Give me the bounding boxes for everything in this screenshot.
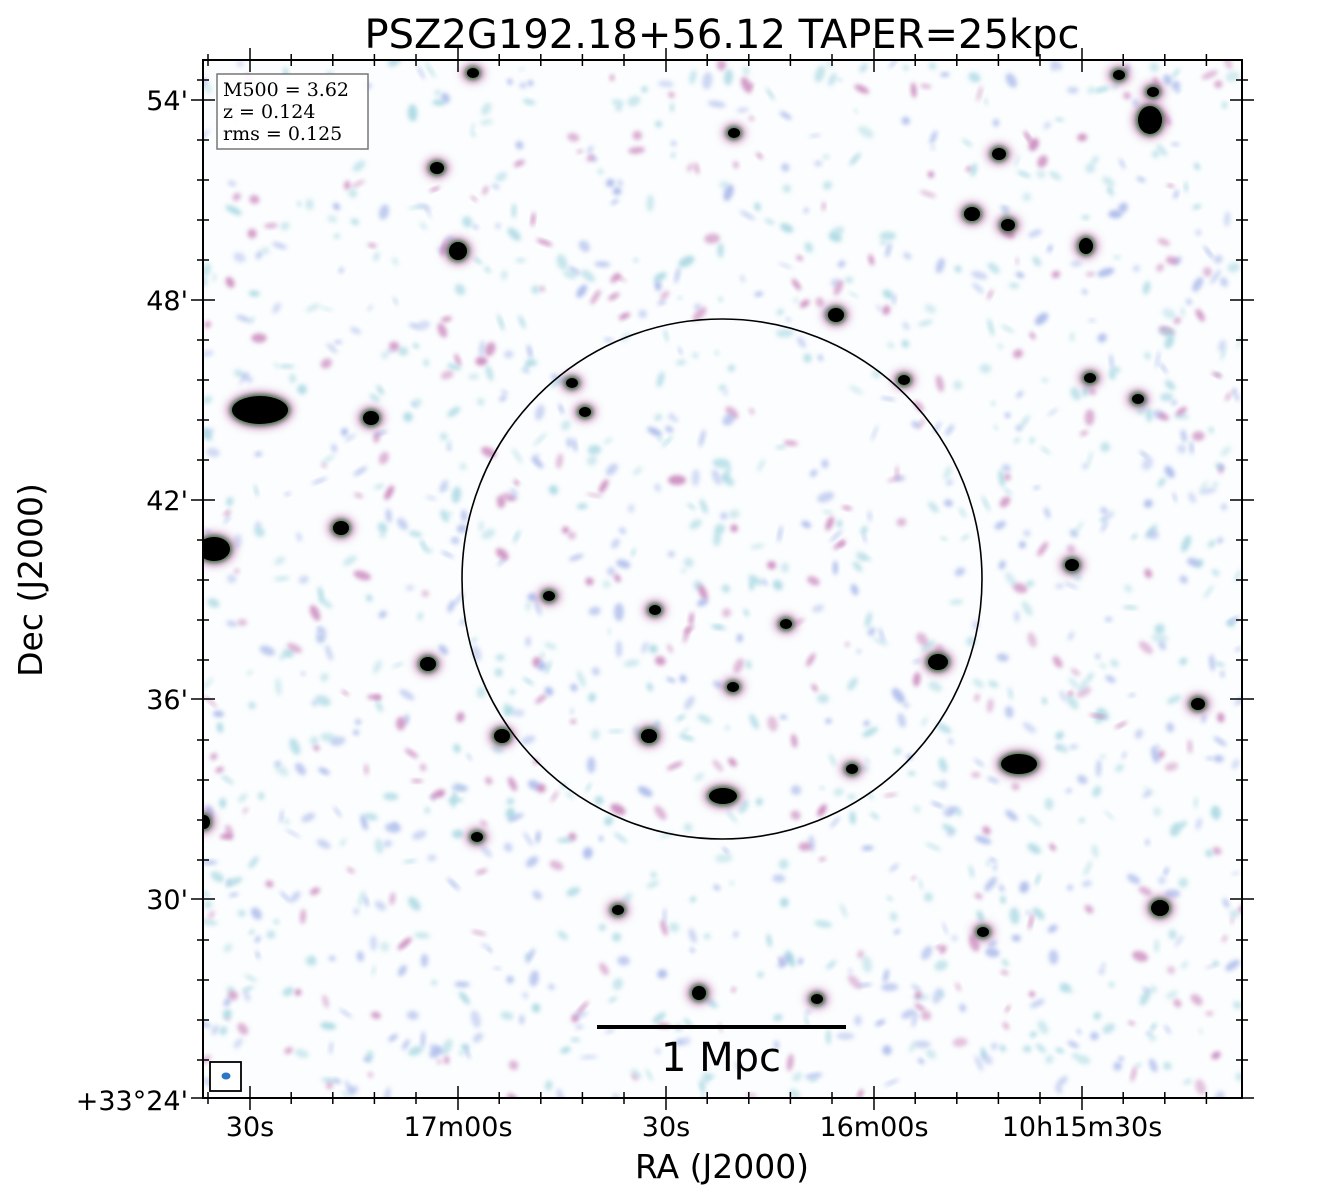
- x-tick-label: 30s: [642, 1112, 690, 1143]
- y-tick-label: 54': [146, 86, 188, 117]
- x-tick-label: 30s: [226, 1112, 274, 1143]
- y-tick-label: 30': [146, 885, 188, 916]
- y-tick-labels: 54' 48' 42' 36' 30' +33°24': [76, 86, 188, 1117]
- beam-indicator: [209, 1061, 242, 1092]
- radio-sources: [203, 63, 1211, 1009]
- info-redshift: z = 0.124: [223, 101, 315, 123]
- y-tick-label: 48': [146, 286, 188, 317]
- scale-bar-label: 1 Mpc: [661, 1035, 781, 1081]
- x-tick-label: 17m00s: [403, 1112, 512, 1143]
- x-tick-labels: 30s 17m00s 30s 16m00s 10h15m30s: [226, 1112, 1163, 1143]
- axis-ticks: [191, 48, 1254, 1110]
- scale-bar: 1 Mpc: [597, 1025, 846, 1081]
- info-box: M500 = 3.62 z = 0.124 rms = 0.125: [216, 73, 369, 150]
- x-tick-label: 16m00s: [819, 1112, 928, 1143]
- plot-title: PSZ2G192.18+56.12 TAPER=25kpc: [365, 12, 1080, 58]
- y-axis-label: Dec (J2000): [11, 483, 50, 677]
- image-panel: [203, 60, 1242, 1098]
- y-tick-label: +33°24': [76, 1086, 188, 1117]
- x-tick-label: 10h15m30s: [1002, 1112, 1163, 1143]
- noise-layer: [203, 60, 1242, 1098]
- y-tick-label: 42': [146, 486, 188, 517]
- info-rms: rms = 0.125: [223, 123, 342, 145]
- x-axis-label: RA (J2000): [635, 1147, 809, 1186]
- plot-frame: [202, 59, 1243, 1099]
- y-tick-label: 36': [146, 685, 188, 716]
- info-m500: M500 = 3.62: [223, 79, 349, 101]
- r500-circle: [461, 318, 983, 840]
